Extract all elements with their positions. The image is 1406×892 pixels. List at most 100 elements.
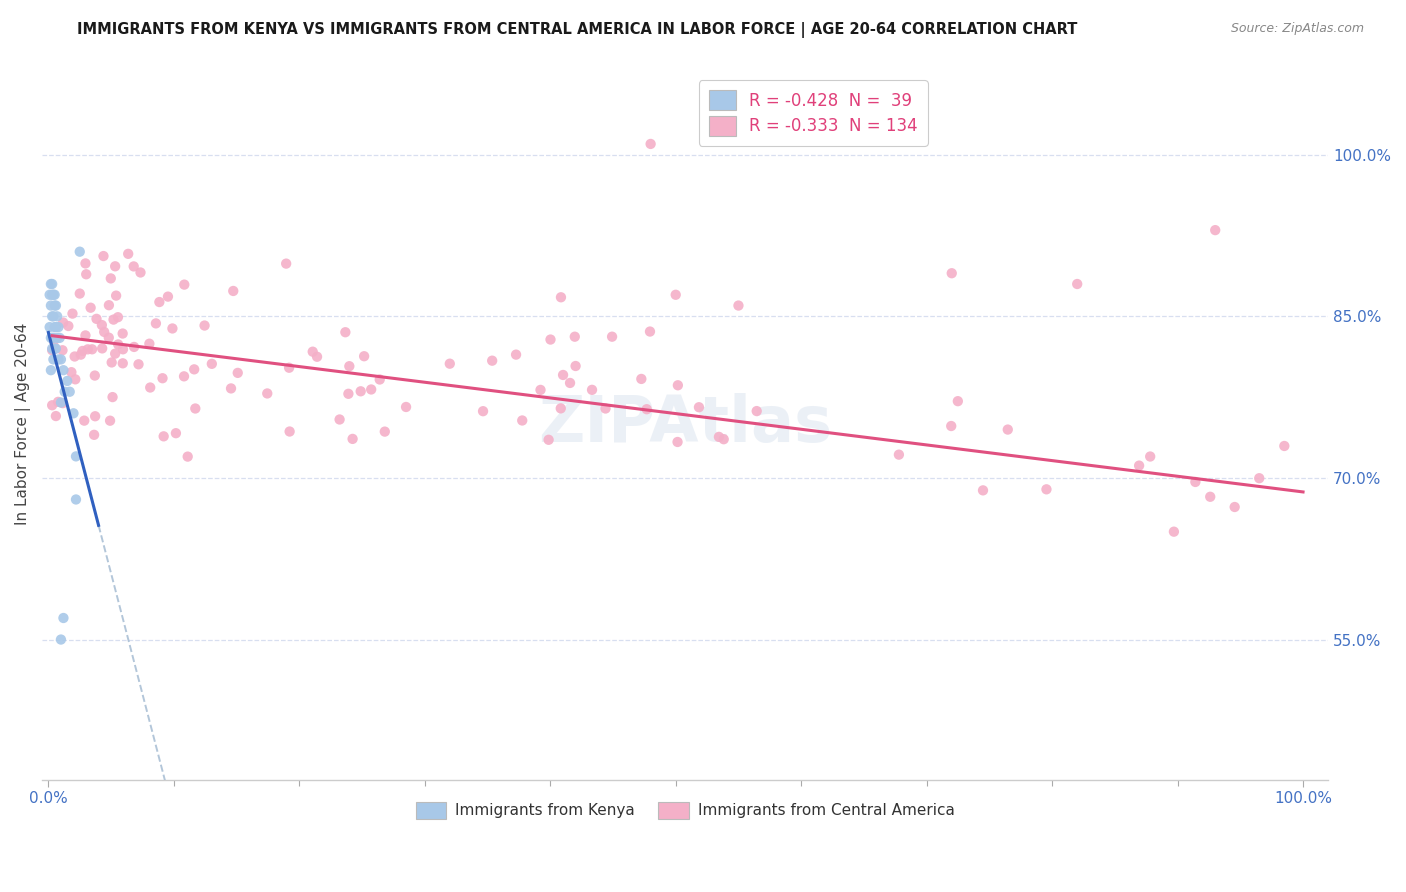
Point <box>278 360 301 375</box>
Point <box>103 312 125 326</box>
Point <box>1035 483 1057 497</box>
Point <box>128 357 150 371</box>
Point <box>564 359 586 373</box>
Point <box>65 492 87 507</box>
Point <box>1139 450 1161 464</box>
Point <box>558 376 581 390</box>
Point <box>63 350 86 364</box>
Point <box>100 355 122 369</box>
Point <box>117 247 139 261</box>
Point <box>111 356 134 370</box>
Point <box>887 448 910 462</box>
Point <box>42 331 65 345</box>
Point <box>360 383 382 397</box>
Point <box>83 427 105 442</box>
Point <box>58 318 80 333</box>
Point <box>222 284 245 298</box>
Point <box>72 343 94 358</box>
Point <box>1223 500 1246 514</box>
Point <box>337 359 360 374</box>
Point <box>39 331 62 345</box>
Point <box>52 396 75 410</box>
Point <box>48 331 70 345</box>
Point <box>44 320 66 334</box>
Point <box>329 412 352 426</box>
Point <box>193 318 215 333</box>
Point <box>52 363 75 377</box>
Point <box>105 288 128 302</box>
Point <box>104 260 127 274</box>
Point <box>276 257 298 271</box>
Point <box>201 357 224 371</box>
Point <box>44 342 66 356</box>
Point <box>53 384 76 399</box>
Point <box>301 344 323 359</box>
Point <box>173 277 195 292</box>
Point <box>76 343 98 357</box>
Point <box>51 343 73 358</box>
Point <box>1128 458 1150 473</box>
Point <box>48 352 70 367</box>
Point <box>665 287 688 301</box>
Point <box>219 381 242 395</box>
Point <box>41 398 63 412</box>
Point <box>73 414 96 428</box>
Point <box>59 384 82 399</box>
Point <box>44 299 66 313</box>
Point <box>165 426 187 441</box>
Point <box>122 260 145 274</box>
Point <box>666 434 689 449</box>
Point <box>139 380 162 394</box>
Point <box>44 287 66 301</box>
Point <box>93 249 115 263</box>
Point <box>42 310 65 324</box>
Point <box>941 266 963 280</box>
Point <box>83 368 105 383</box>
Point <box>111 343 134 357</box>
Point <box>727 299 749 313</box>
Point <box>176 450 198 464</box>
Point <box>46 395 69 409</box>
Point <box>997 423 1019 437</box>
Point <box>46 310 69 324</box>
Point <box>101 390 124 404</box>
Point <box>636 402 658 417</box>
Point <box>184 401 207 416</box>
Point <box>39 277 62 291</box>
Point <box>173 369 195 384</box>
Point <box>595 401 617 416</box>
Text: Source: ZipAtlas.com: Source: ZipAtlas.com <box>1230 22 1364 36</box>
Point <box>98 414 121 428</box>
Point <box>75 328 97 343</box>
Point <box>688 401 710 415</box>
Point <box>138 336 160 351</box>
Point <box>156 290 179 304</box>
Point <box>630 372 652 386</box>
Point <box>226 366 249 380</box>
Point <box>39 363 62 377</box>
Point <box>41 331 63 345</box>
Point <box>129 265 152 279</box>
Point <box>111 326 134 341</box>
Point <box>100 271 122 285</box>
Point <box>540 333 562 347</box>
Point <box>551 368 574 382</box>
Point <box>45 342 67 356</box>
Point <box>152 429 174 443</box>
Point <box>41 310 63 324</box>
Point <box>41 343 63 358</box>
Point <box>45 320 67 334</box>
Point <box>550 401 572 416</box>
Point <box>1204 223 1226 237</box>
Point <box>1272 439 1295 453</box>
Point <box>564 329 586 343</box>
Point <box>550 290 572 304</box>
Point <box>713 432 735 446</box>
Point <box>148 295 170 310</box>
Point <box>745 404 768 418</box>
Point <box>537 433 560 447</box>
Point <box>183 362 205 376</box>
Point <box>1184 475 1206 489</box>
Y-axis label: In Labor Force | Age 20-64: In Labor Force | Age 20-64 <box>15 323 31 525</box>
Point <box>84 409 107 424</box>
